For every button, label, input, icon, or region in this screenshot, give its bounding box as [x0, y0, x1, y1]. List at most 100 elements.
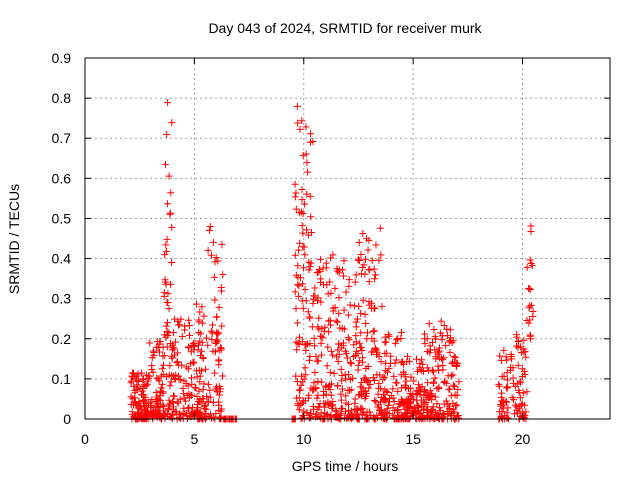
data-point-marker: [315, 403, 323, 411]
data-point-marker: [423, 364, 431, 372]
data-point-marker: [381, 396, 389, 404]
data-point-marker: [316, 267, 324, 275]
data-point-marker: [301, 286, 309, 294]
data-point-marker: [390, 398, 398, 406]
data-point-marker: [382, 338, 390, 346]
data-point-marker: [394, 406, 402, 414]
data-point-marker: [190, 359, 198, 367]
data-point-marker: [509, 364, 517, 372]
data-point-marker: [301, 364, 309, 372]
data-point-marker: [195, 397, 203, 405]
data-point-marker: [184, 404, 192, 412]
data-point-marker: [311, 369, 319, 377]
data-point-marker: [306, 409, 314, 417]
data-point-marker: [194, 346, 202, 354]
data-point-marker: [170, 372, 178, 380]
data-point-marker: [382, 387, 390, 395]
data-point-marker: [384, 401, 392, 409]
data-point-marker: [172, 408, 180, 416]
data-point-marker: [354, 361, 362, 369]
data-point-marker: [355, 357, 363, 365]
data-point-marker: [303, 409, 311, 417]
data-point-marker: [325, 383, 333, 391]
data-point-marker: [394, 387, 402, 395]
data-point-marker: [331, 284, 339, 292]
data-point-marker: [292, 394, 300, 402]
data-point-marker: [526, 331, 534, 339]
data-point-marker: [295, 246, 303, 254]
data-point-marker: [401, 371, 409, 379]
data-point-marker: [497, 402, 505, 410]
data-point-marker: [164, 331, 172, 339]
data-point-marker: [169, 343, 177, 351]
data-point-marker: [169, 392, 177, 400]
data-point-marker: [450, 381, 458, 389]
data-point-marker: [294, 281, 302, 289]
data-point-marker: [498, 408, 506, 416]
data-point-marker: [326, 278, 334, 286]
data-point-marker: [429, 414, 437, 422]
data-point-marker: [140, 391, 148, 399]
data-point-marker: [338, 377, 346, 385]
data-point-marker: [390, 414, 398, 422]
data-point-marker: [207, 251, 215, 259]
data-point-marker: [335, 340, 343, 348]
data-point-marker: [211, 296, 219, 304]
data-point-marker: [329, 251, 337, 259]
data-point-marker: [318, 351, 326, 359]
data-point-marker: [293, 102, 301, 110]
data-point-marker: [299, 151, 307, 159]
data-point-marker: [432, 355, 440, 363]
data-point-marker: [320, 388, 328, 396]
data-point-marker: [350, 341, 358, 349]
data-point-marker: [165, 305, 173, 313]
data-point-marker: [500, 372, 508, 380]
data-point-marker: [450, 352, 458, 360]
data-point-marker: [306, 352, 314, 360]
data-point-marker: [428, 338, 436, 346]
data-point-marker: [509, 374, 517, 382]
data-point-marker: [523, 388, 531, 396]
data-point-marker: [156, 403, 164, 411]
data-point-marker: [345, 282, 353, 290]
data-point-marker: [219, 271, 227, 279]
data-point-marker: [370, 327, 378, 335]
data-point-marker: [197, 330, 205, 338]
data-point-marker: [322, 400, 330, 408]
data-point-marker: [196, 378, 204, 386]
data-point-marker: [307, 130, 315, 138]
data-point-marker: [346, 376, 354, 384]
data-point-marker: [296, 387, 304, 395]
data-point-marker: [378, 302, 386, 310]
y-tick-label: 0: [63, 411, 71, 427]
data-point-marker: [442, 397, 450, 405]
data-point-marker: [347, 407, 355, 415]
data-point-marker: [192, 384, 200, 392]
data-point-marker: [416, 363, 424, 371]
data-point-marker: [384, 388, 392, 396]
data-point-marker: [173, 358, 181, 366]
data-point-marker: [516, 394, 524, 402]
data-point-marker: [513, 331, 521, 339]
data-point-marker: [337, 396, 345, 404]
data-point-marker: [394, 335, 402, 343]
data-point-marker: [292, 271, 300, 279]
data-point-marker: [400, 412, 408, 420]
data-point-marker: [300, 243, 308, 251]
data-point-marker: [314, 297, 321, 305]
data-point-marker: [218, 240, 226, 248]
data-point-marker: [449, 371, 457, 379]
data-point-marker: [379, 373, 387, 381]
x-tick-label: 0: [81, 431, 89, 447]
data-point-marker: [148, 365, 156, 373]
data-point-marker: [347, 386, 355, 394]
data-point-marker: [422, 388, 430, 396]
data-point-marker: [157, 384, 165, 392]
data-point-marker: [294, 339, 302, 347]
data-point-marker: [391, 359, 399, 367]
data-point-marker: [187, 348, 195, 356]
data-point-marker: [147, 403, 155, 411]
data-point-marker: [162, 247, 170, 255]
data-point-marker: [377, 358, 385, 366]
data-point-marker: [392, 356, 400, 364]
